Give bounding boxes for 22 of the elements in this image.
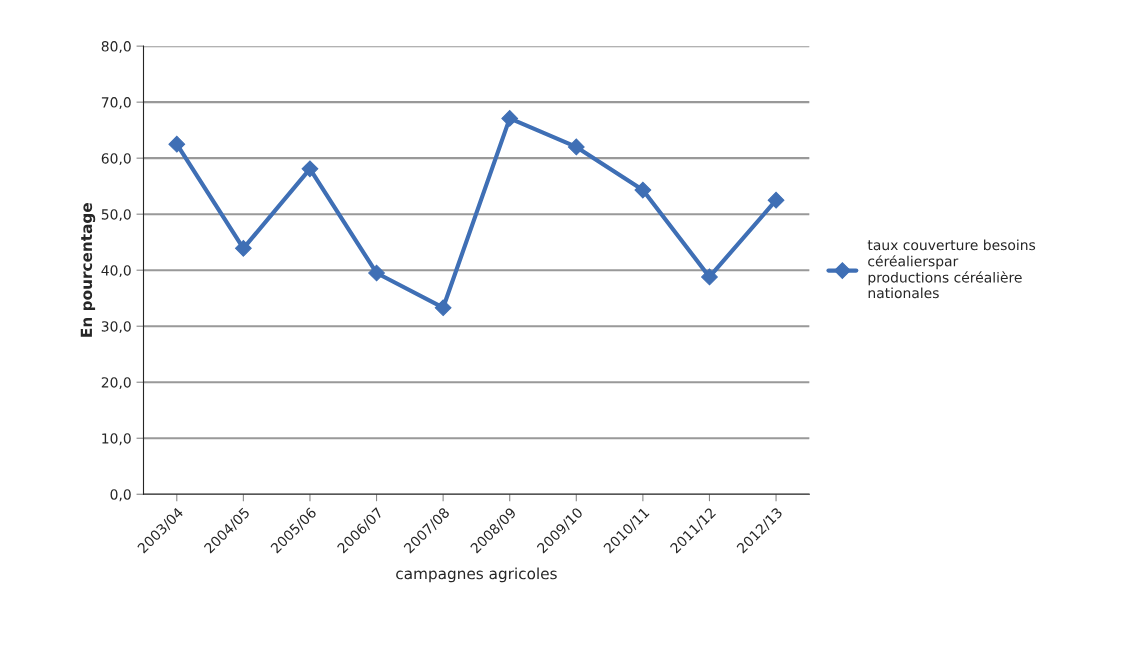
y-axis-title: En pourcentage	[80, 203, 96, 337]
y-tick-label: 70,0	[101, 97, 131, 110]
point	[434, 299, 452, 317]
y-tick-label: 80,0	[101, 41, 131, 54]
point	[701, 268, 718, 286]
y-tick-label: 0,0	[110, 489, 131, 502]
y-tick-label: 30,0	[101, 321, 131, 334]
point	[368, 264, 385, 282]
x-axis-title: campagnes agricoles	[396, 567, 557, 583]
point	[301, 160, 319, 178]
point	[168, 135, 186, 153]
y-tick-label: 20,0	[101, 377, 131, 390]
point	[501, 110, 519, 127]
legend-label: taux couverture besoins céréalierspar productions céréalière nationales	[867, 239, 1036, 299]
point	[767, 191, 785, 209]
y-tick-label: 50,0	[101, 209, 131, 222]
point	[567, 138, 585, 156]
y-tick-label: 10,0	[102, 433, 131, 446]
point	[235, 239, 252, 257]
point	[634, 181, 652, 199]
y-tick-label: 40,0	[101, 265, 131, 278]
y-tick-label: 60,0	[101, 153, 131, 166]
